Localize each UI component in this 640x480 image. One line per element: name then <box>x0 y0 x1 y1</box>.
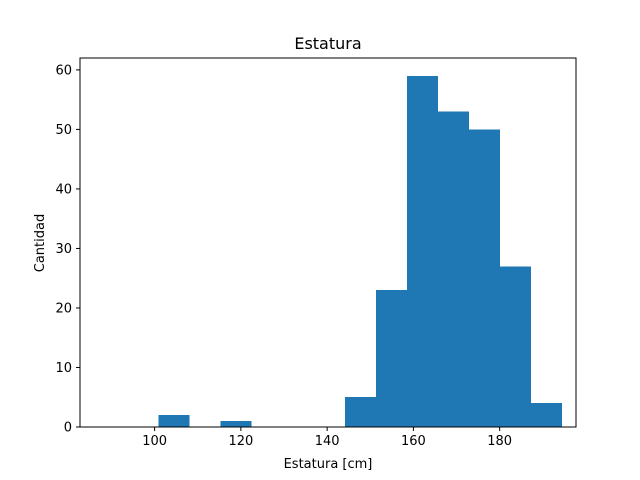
y-tick-label: 20 <box>55 301 72 316</box>
bars-group <box>158 75 563 428</box>
plot-frame <box>79 57 577 428</box>
histogram-bar <box>500 266 532 427</box>
histogram-bar <box>531 403 563 427</box>
x-tick-label: 140 <box>315 434 340 449</box>
x-axis-ticks: 100 120 140 160 180 <box>142 427 512 449</box>
chart-title: Estatura <box>294 34 361 53</box>
histogram-bar <box>375 290 407 427</box>
histogram-bar <box>406 75 438 428</box>
y-tick-label: 60 <box>55 63 72 78</box>
x-tick-label: 120 <box>228 434 253 449</box>
histogram-bar <box>437 111 470 427</box>
y-axis-ticks: 0 10 20 30 40 50 60 <box>55 63 80 436</box>
histogram-bar <box>469 129 501 427</box>
x-tick-label: 180 <box>487 434 512 449</box>
y-tick-label: 30 <box>55 242 72 257</box>
y-tick-label: 0 <box>64 421 72 436</box>
y-tick-label: 40 <box>55 182 72 197</box>
histogram-bar <box>220 421 252 427</box>
x-tick-label: 100 <box>142 434 167 449</box>
y-tick-label: 50 <box>55 123 72 138</box>
histogram-bar <box>158 415 190 427</box>
y-axis-label: Cantidad <box>33 214 48 272</box>
x-axis-label: Estatura [cm] <box>284 457 373 472</box>
x-tick-label: 160 <box>401 434 426 449</box>
histogram-bar <box>344 397 376 427</box>
y-tick-label: 10 <box>55 361 72 376</box>
